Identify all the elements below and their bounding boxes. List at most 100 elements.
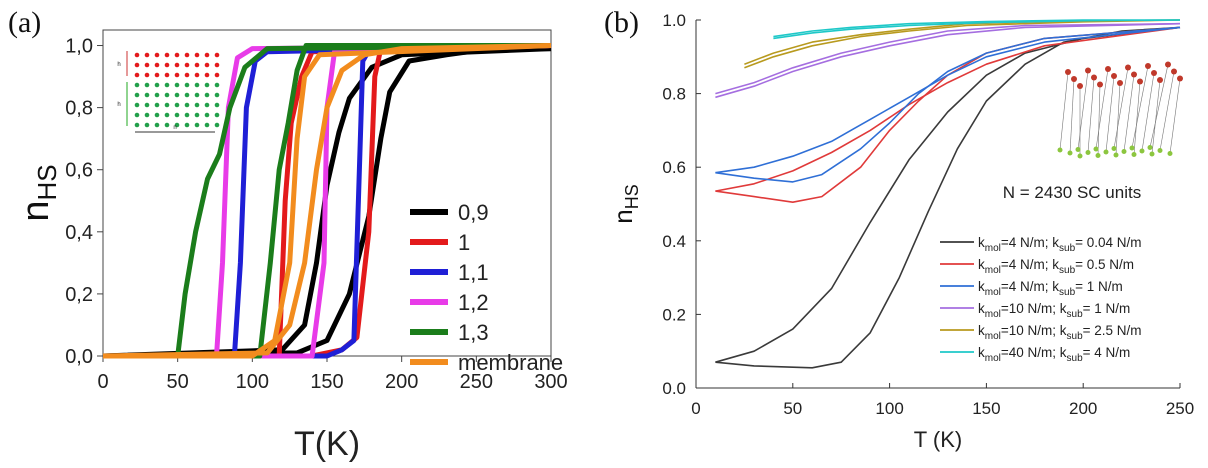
x-tick-label-a-1: 50 xyxy=(167,371,189,393)
inset-node-bottom-0 xyxy=(1057,147,1063,153)
inset-node-top-16 xyxy=(1157,77,1163,83)
inset-dot-red-2-0 xyxy=(134,72,140,78)
inset-dot-green-3-1 xyxy=(144,112,150,118)
x-tick-label-a-6: 300 xyxy=(534,371,567,393)
y-tick-label-b-3: 0.6 xyxy=(662,158,686,177)
inset-node-top-2 xyxy=(1105,66,1111,72)
inset-dot-red-0-7 xyxy=(204,52,210,58)
inset-dot-green-3-6 xyxy=(194,112,200,118)
legend-label-b-1-part-1: mol xyxy=(985,265,1001,276)
y-tick-label-a-4: 0,8 xyxy=(65,98,93,120)
inset-link-16 xyxy=(1151,79,1161,155)
legend-label-b-4-part-2: =10 N/m; k xyxy=(1001,323,1067,338)
inset-dot-green-0-7 xyxy=(204,82,210,88)
inset-dot-red-0-0 xyxy=(134,52,140,58)
legend-label-b-2-part-0: k xyxy=(978,279,985,294)
inset-3d-lattice-b xyxy=(1057,61,1183,159)
series-line-b-3-cooling xyxy=(715,22,1181,95)
x-tick-label-a-2: 100 xyxy=(236,371,269,393)
inset-dot-red-1-2 xyxy=(154,62,160,68)
y-tick-label-b-1: 0.2 xyxy=(662,305,686,324)
inset-node-bottom-15 xyxy=(1131,152,1137,157)
inset-dot-green-2-6 xyxy=(194,102,200,108)
inset-dot-green-4-8 xyxy=(214,122,220,128)
legend-label-b-0-part-3: sub xyxy=(1059,243,1076,254)
legend-label-b-3-part-2: =10 N/m; k xyxy=(1001,301,1067,316)
inset-link-5 xyxy=(1149,64,1169,148)
x-axis-label-b: T (K) xyxy=(914,427,962,452)
y-tick-label-a-2: 0,4 xyxy=(65,222,93,244)
inset-dot-red-2-3 xyxy=(164,72,170,78)
inset-dot-red-2-1 xyxy=(144,72,150,78)
inset-dot-green-2-7 xyxy=(204,102,210,108)
y-tick-label-b-0: 0.0 xyxy=(662,379,686,398)
legend-label-a-3: 1,2 xyxy=(458,290,489,315)
legend-label-b-1-part-2: =4 N/m; k xyxy=(1001,257,1059,272)
inset-node-top-8 xyxy=(1111,73,1117,79)
inset-dot-green-1-0 xyxy=(134,92,140,98)
legend-label-b-1-part-0: k xyxy=(978,257,985,272)
series-line-a-0-cooling xyxy=(102,46,552,359)
legend-label-b-0-part-1: mol xyxy=(985,243,1001,254)
inset-link-2 xyxy=(1095,68,1109,150)
y-axis-label-a: nHS xyxy=(15,164,62,221)
inset-link-4 xyxy=(1131,65,1149,149)
inset-link-9 xyxy=(1123,74,1135,152)
legend-label-b-0-part-4: = 0.04 N/m xyxy=(1075,235,1141,250)
inset-node-top-17 xyxy=(1177,75,1183,82)
inset-dot-green-0-8 xyxy=(214,82,220,88)
inset-node-top-10 xyxy=(1151,70,1157,76)
inset-dot-red-2-7 xyxy=(204,72,210,78)
inset-link-3 xyxy=(1113,67,1129,149)
inset-node-bottom-16 xyxy=(1149,151,1155,157)
inset-dot-green-4-2 xyxy=(154,122,160,128)
inset-dot-red-2-5 xyxy=(184,72,190,78)
inset-dot-green-2-4 xyxy=(174,102,180,108)
inset-node-bottom-3 xyxy=(1111,146,1117,151)
x-tick-label-a-4: 200 xyxy=(385,371,418,393)
inset-dot-red-2-8 xyxy=(214,72,220,78)
inset-link-15 xyxy=(1133,81,1141,155)
inset-link-13 xyxy=(1097,84,1101,156)
inset-dot-green-3-4 xyxy=(174,112,180,118)
legend-label-b-2-part-3: sub xyxy=(1059,287,1076,298)
inset-node-bottom-5 xyxy=(1147,145,1153,150)
inset-dot-green-2-3 xyxy=(164,102,170,108)
inset-node-top-3 xyxy=(1125,64,1131,71)
inset-dot-red-1-0 xyxy=(134,62,140,68)
inset-dot-red-1-4 xyxy=(174,62,180,68)
legend-label-b-5-part-3: sub xyxy=(1067,353,1084,364)
inset-dot-green-4-3 xyxy=(164,122,170,128)
inset-dot-green-3-8 xyxy=(214,112,220,118)
inset-dot-green-0-0 xyxy=(134,82,140,88)
series-line-b-4-heating xyxy=(744,19,1181,69)
inset-link-14 xyxy=(1115,82,1121,156)
panel-label-a: (a) xyxy=(8,6,42,39)
legend-label-b-3-part-4: = 1 N/m xyxy=(1083,301,1131,316)
legend-label-b-3: kmol=10 N/m; ksub= 1 N/m xyxy=(978,301,1130,320)
inset-node-top-11 xyxy=(1171,68,1177,75)
inset-dot-red-2-2 xyxy=(154,72,160,78)
y-axis-label-sub-b: HS xyxy=(622,184,642,209)
legend-label-b-0-part-0: k xyxy=(978,235,985,250)
legend-label-b-0-part-2: =4 N/m; k xyxy=(1001,235,1059,250)
inset-node-bottom-10 xyxy=(1139,148,1145,154)
legend-label-b-1-part-4: = 0.5 N/m xyxy=(1075,257,1134,272)
inset-dot-red-2-4 xyxy=(174,72,180,78)
series-line-b-0-heating xyxy=(715,26,1181,369)
legend-label-b-3-part-0: k xyxy=(978,301,985,316)
inset-link-6 xyxy=(1069,78,1075,154)
inset-node-top-9 xyxy=(1131,71,1137,78)
inset-dot-red-1-8 xyxy=(214,62,220,68)
x-tick-label-a-3: 150 xyxy=(310,371,343,393)
inset-dot-green-0-2 xyxy=(154,82,160,88)
inset-dot-green-3-3 xyxy=(164,112,170,118)
series-line-a-5-cooling xyxy=(103,43,552,359)
y-axis-label-b: nHS xyxy=(608,184,642,223)
inset-dot-red-0-1 xyxy=(144,52,150,58)
inset-dot-red-2-6 xyxy=(194,72,200,78)
legend-label-b-2: kmol=4 N/m; ksub= 1 N/m xyxy=(978,279,1123,298)
annotation-n-units-b: N = 2430 SC units xyxy=(1003,183,1141,202)
series-line-b-1-cooling xyxy=(715,26,1181,192)
